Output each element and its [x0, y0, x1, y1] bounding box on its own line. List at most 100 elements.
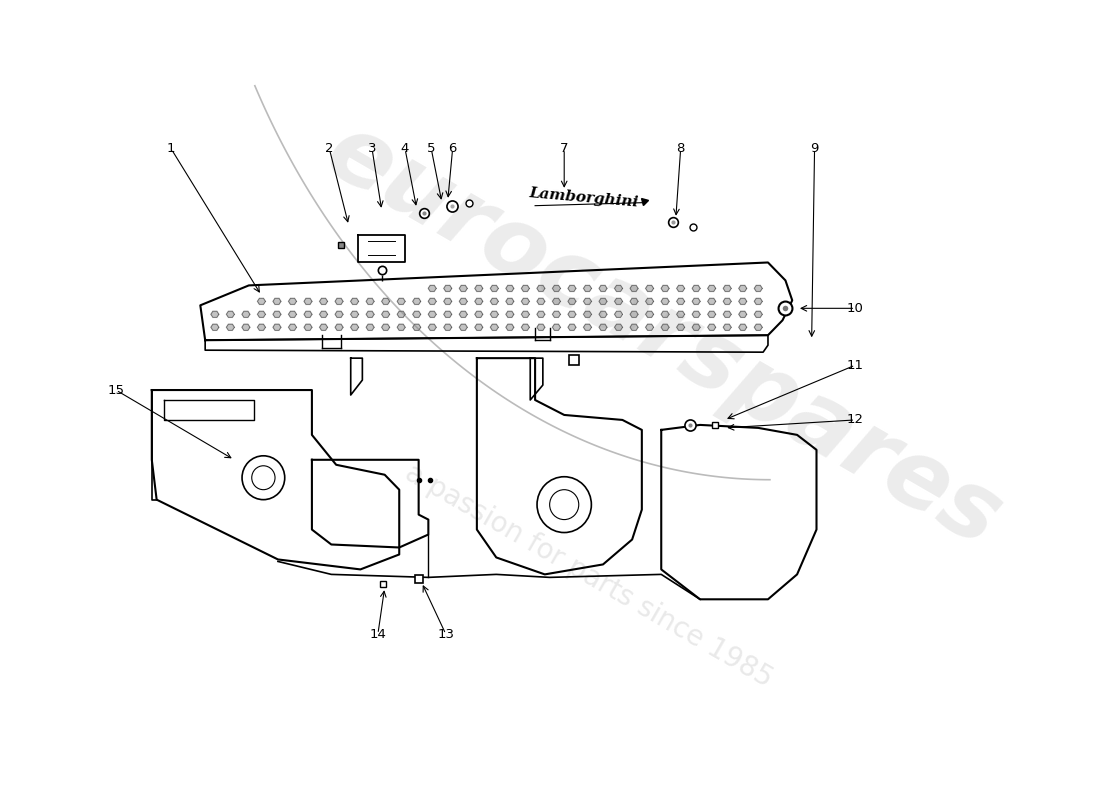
Polygon shape: [568, 324, 576, 330]
Text: 10: 10: [847, 302, 864, 315]
Text: 1: 1: [167, 142, 176, 155]
Polygon shape: [412, 311, 420, 318]
Text: 7: 7: [560, 142, 569, 155]
Polygon shape: [475, 324, 483, 330]
Polygon shape: [491, 311, 498, 318]
Polygon shape: [475, 298, 483, 305]
Polygon shape: [319, 324, 328, 330]
Polygon shape: [676, 324, 684, 330]
Polygon shape: [211, 311, 219, 318]
Polygon shape: [382, 311, 389, 318]
Text: 2: 2: [326, 142, 333, 155]
Text: 12: 12: [847, 414, 864, 426]
Polygon shape: [506, 311, 514, 318]
Polygon shape: [506, 324, 514, 330]
Polygon shape: [583, 311, 592, 318]
Polygon shape: [366, 298, 374, 305]
Polygon shape: [428, 311, 437, 318]
Polygon shape: [676, 286, 684, 291]
Text: 15: 15: [108, 383, 124, 397]
Polygon shape: [506, 286, 514, 291]
Polygon shape: [460, 298, 467, 305]
Polygon shape: [211, 324, 219, 330]
Polygon shape: [630, 324, 638, 330]
Polygon shape: [755, 286, 762, 291]
Text: 8: 8: [676, 142, 685, 155]
Polygon shape: [568, 286, 576, 291]
Polygon shape: [646, 286, 653, 291]
Text: 5: 5: [427, 142, 436, 155]
Polygon shape: [692, 298, 701, 305]
Polygon shape: [304, 311, 312, 318]
Polygon shape: [491, 286, 498, 291]
Polygon shape: [521, 324, 529, 330]
Polygon shape: [397, 324, 405, 330]
Polygon shape: [304, 298, 312, 305]
Polygon shape: [568, 311, 576, 318]
Polygon shape: [336, 298, 343, 305]
Polygon shape: [412, 298, 420, 305]
Polygon shape: [552, 286, 560, 291]
Polygon shape: [319, 311, 328, 318]
Polygon shape: [460, 286, 467, 291]
Polygon shape: [366, 311, 374, 318]
Text: 4: 4: [400, 142, 409, 155]
Text: 13: 13: [438, 628, 454, 641]
Polygon shape: [661, 286, 669, 291]
Polygon shape: [412, 324, 420, 330]
Polygon shape: [615, 298, 623, 305]
Polygon shape: [537, 286, 544, 291]
Polygon shape: [600, 298, 607, 305]
Polygon shape: [661, 311, 669, 318]
Polygon shape: [646, 298, 653, 305]
Polygon shape: [242, 311, 250, 318]
Text: 9: 9: [811, 142, 818, 155]
Polygon shape: [723, 286, 732, 291]
Polygon shape: [227, 324, 234, 330]
Polygon shape: [460, 311, 467, 318]
Polygon shape: [692, 286, 701, 291]
Polygon shape: [583, 298, 592, 305]
Text: 6: 6: [449, 142, 456, 155]
Polygon shape: [755, 324, 762, 330]
Polygon shape: [723, 298, 732, 305]
Polygon shape: [630, 286, 638, 291]
Polygon shape: [521, 286, 529, 291]
Polygon shape: [676, 298, 684, 305]
Polygon shape: [755, 311, 762, 318]
Polygon shape: [273, 311, 280, 318]
Polygon shape: [692, 311, 701, 318]
Polygon shape: [397, 311, 405, 318]
Polygon shape: [257, 324, 265, 330]
Polygon shape: [707, 286, 716, 291]
Polygon shape: [443, 286, 452, 291]
Polygon shape: [739, 298, 747, 305]
Text: a passion for parts since 1985: a passion for parts since 1985: [399, 458, 778, 693]
Polygon shape: [707, 324, 716, 330]
Polygon shape: [366, 324, 374, 330]
Polygon shape: [615, 286, 623, 291]
Polygon shape: [723, 311, 732, 318]
Polygon shape: [351, 298, 359, 305]
Polygon shape: [661, 298, 669, 305]
Polygon shape: [707, 298, 716, 305]
Polygon shape: [521, 298, 529, 305]
Polygon shape: [723, 324, 732, 330]
Polygon shape: [475, 286, 483, 291]
Polygon shape: [583, 286, 592, 291]
Polygon shape: [739, 311, 747, 318]
Polygon shape: [443, 324, 452, 330]
Polygon shape: [460, 324, 467, 330]
Polygon shape: [552, 324, 560, 330]
Polygon shape: [661, 324, 669, 330]
Polygon shape: [583, 324, 592, 330]
Polygon shape: [257, 311, 265, 318]
Polygon shape: [707, 311, 716, 318]
Polygon shape: [646, 324, 653, 330]
Polygon shape: [630, 311, 638, 318]
Polygon shape: [552, 311, 560, 318]
Polygon shape: [676, 311, 684, 318]
Polygon shape: [428, 286, 437, 291]
Polygon shape: [443, 298, 452, 305]
Polygon shape: [319, 298, 328, 305]
